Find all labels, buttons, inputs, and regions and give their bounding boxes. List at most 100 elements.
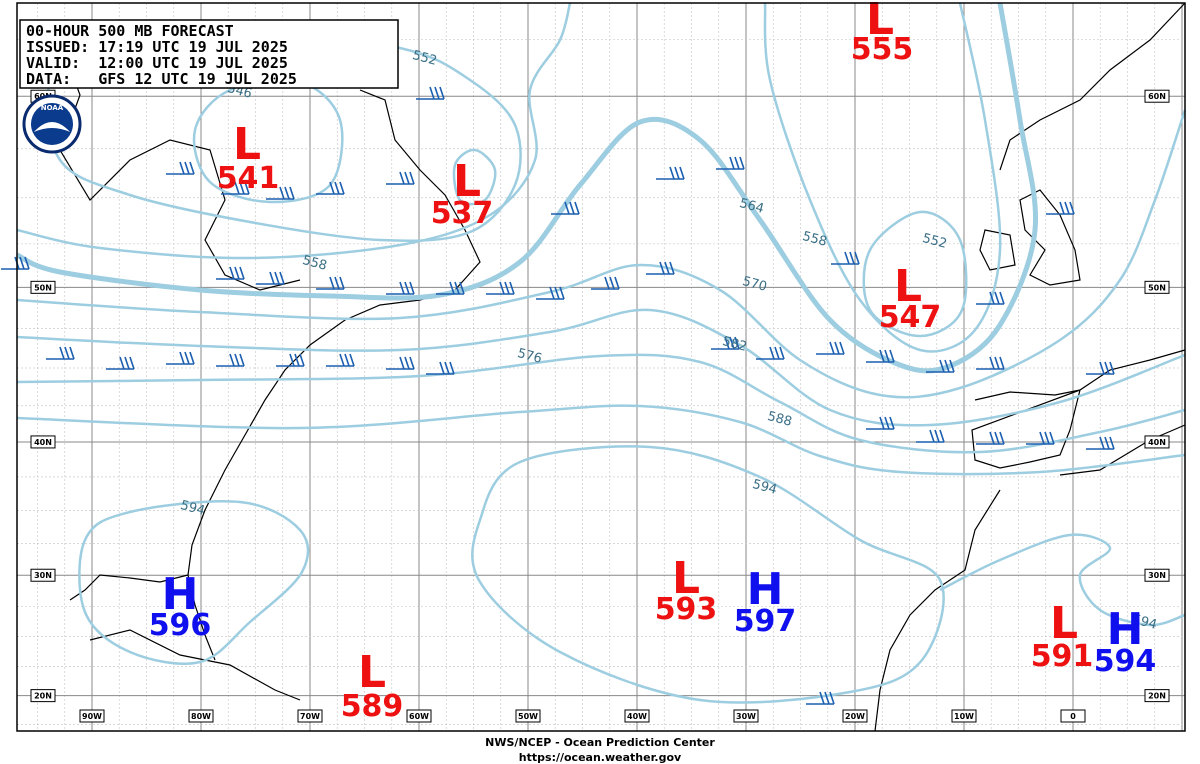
lat-label: 20N: [34, 692, 52, 701]
barb-flag: [1099, 361, 1105, 375]
lat-label-box: [1144, 89, 1170, 103]
barb-flag: [239, 266, 245, 280]
barb-flag: [19, 256, 25, 270]
wind-barb: [106, 356, 135, 370]
barb-flag: [404, 356, 410, 370]
lon-label: 40W: [627, 712, 647, 721]
wind-barb: [646, 261, 675, 275]
barb-flag: [294, 353, 300, 367]
center-value: 589: [341, 689, 404, 724]
height-contour: [452, 148, 497, 206]
barb-flag: [64, 346, 70, 360]
height-contour: [763, 2, 1002, 353]
header-line: DATA: GFS 12 UTC 19 JUL 2025: [26, 70, 297, 88]
barb-flag: [889, 349, 895, 363]
wind-barb: [866, 416, 895, 430]
center-value: 593: [655, 592, 718, 627]
wind-barb: [166, 351, 195, 365]
contours: [15, 2, 1187, 704]
barb-flag: [439, 361, 445, 375]
lon-label-box: [188, 709, 214, 723]
barb-flag: [339, 276, 345, 290]
wind-barb: [256, 271, 285, 285]
lat-label-box: [1144, 568, 1170, 582]
center-letter: L: [453, 156, 481, 207]
contour-label: 576: [516, 346, 544, 367]
barb-flag: [669, 166, 675, 180]
barb-flag: [829, 341, 835, 355]
barb-flag: [889, 416, 895, 430]
wind-barb: [1046, 201, 1075, 215]
barb-flag: [269, 271, 275, 285]
header-frame: [19, 19, 399, 89]
wind-barb: [166, 161, 195, 175]
barb-flag: [1104, 361, 1110, 375]
barb-flag: [734, 156, 740, 170]
lon-label: 30W: [736, 712, 756, 721]
barb-flag: [829, 691, 835, 705]
lat-label-box: [30, 435, 56, 449]
barb-flag: [459, 281, 465, 295]
center-letter: H: [747, 564, 784, 615]
barb-flag: [779, 346, 785, 360]
wind-barb: [756, 346, 785, 360]
barb-flag: [69, 346, 75, 360]
barb-flag: [834, 341, 840, 355]
barb-flag: [289, 353, 295, 367]
lat-label: 40N: [34, 438, 52, 447]
header-line: ISSUED: 17:19 UTC 19 JUL 2025: [26, 38, 288, 56]
wind-barb: [486, 281, 515, 295]
wind-barb: [916, 429, 945, 443]
lon-label: 50W: [518, 712, 538, 721]
barb-flag: [509, 281, 515, 295]
height-contour: [15, 2, 1039, 374]
barb-flag: [994, 431, 1000, 445]
height-contour: [16, 109, 1187, 399]
contour-label: 594: [751, 477, 779, 498]
barb-flag: [449, 281, 455, 295]
lon-label-box: [297, 709, 323, 723]
barb-flag: [884, 349, 890, 363]
barb-flag: [999, 291, 1005, 305]
barb-flag: [344, 353, 350, 367]
lat-label: 40N: [1148, 438, 1166, 447]
barb-flag: [234, 266, 240, 280]
barb-flag: [439, 86, 445, 100]
noaa-logo: NOAA: [22, 94, 82, 154]
barb-flag: [179, 351, 185, 365]
center-value: 597: [734, 604, 797, 639]
header-line: 00-HOUR 500 MB FORECAST: [26, 22, 234, 40]
barb-flag: [329, 276, 335, 290]
barb-flag: [989, 356, 995, 370]
barb-flag: [879, 349, 885, 363]
lon-label: 80W: [191, 712, 211, 721]
center-value: 547: [879, 300, 942, 335]
wind-barb: [536, 286, 565, 300]
barb-flag: [559, 286, 565, 300]
center-letter: L: [894, 261, 922, 312]
barb-flag: [329, 181, 335, 195]
contour-label: 552: [921, 231, 949, 252]
wind-barb: [866, 349, 895, 363]
barb-flag: [339, 181, 345, 195]
height-contour: [16, 404, 1186, 476]
lat-label: 50N: [1148, 283, 1166, 292]
barb-flag: [614, 276, 620, 290]
barb-flag: [999, 356, 1005, 370]
lon-label: 10W: [954, 712, 974, 721]
coast-hudson: [34, 19, 301, 291]
lat-label-box: [30, 689, 56, 703]
wind-barb: [976, 356, 1005, 370]
barb-flag: [854, 251, 860, 265]
barb-flag: [399, 281, 405, 295]
barb-flag: [769, 346, 775, 360]
barb-flag: [1104, 436, 1110, 450]
barb-flag: [739, 156, 745, 170]
center-letter: H: [1107, 604, 1144, 655]
lon-label: 90W: [82, 712, 102, 721]
barb-flag: [604, 276, 610, 290]
footer-agency: NWS/NCEP - Ocean Prediction Center: [485, 736, 715, 749]
center-letter: L: [233, 119, 261, 170]
height-contour: [16, 308, 1186, 427]
